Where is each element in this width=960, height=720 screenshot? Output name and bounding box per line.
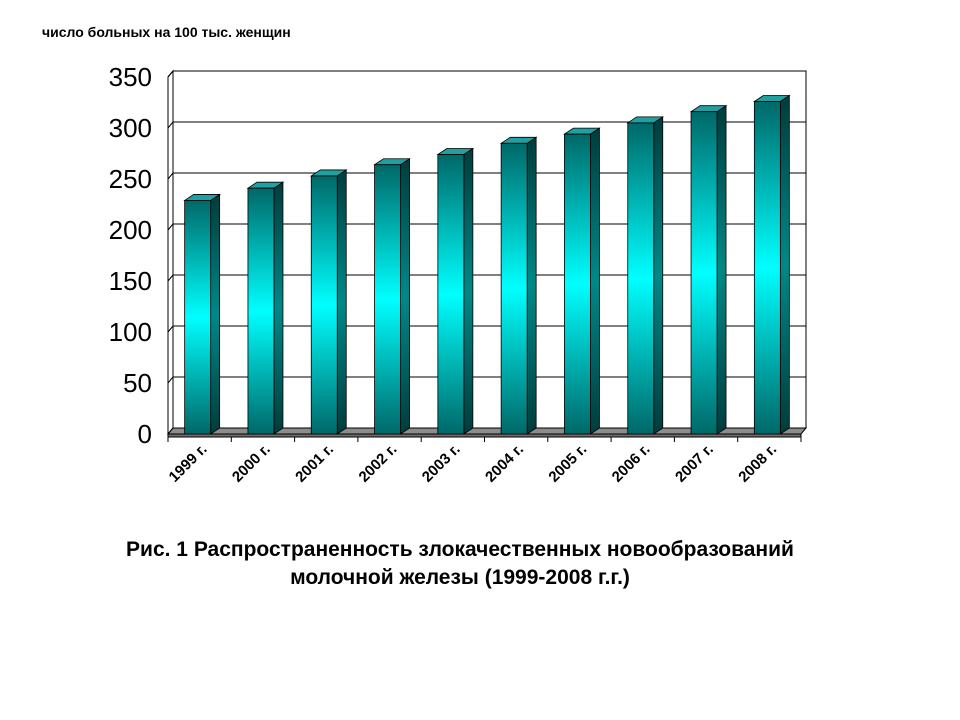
- bar: [689, 104, 728, 435]
- bar-side: [400, 157, 410, 435]
- floor-front: [167, 433, 802, 438]
- bar: [373, 157, 411, 435]
- gridline-side: [167, 223, 174, 231]
- bar-side: [273, 181, 284, 435]
- x-tick-label: 2003 г.: [419, 441, 464, 486]
- bar-front: [627, 122, 655, 435]
- y-tick-label: 350: [109, 62, 152, 92]
- x-tick-label: 2005 г.: [545, 441, 590, 486]
- x-tick-label: 2006 г.: [609, 441, 654, 486]
- bar: [753, 94, 791, 435]
- bar: [626, 116, 665, 435]
- y-tick-label: 50: [123, 368, 152, 398]
- bar-front: [247, 187, 275, 435]
- y-axis-label: число больных на 100 тыс. женщин: [42, 24, 291, 40]
- bar-side: [590, 127, 600, 435]
- y-tick-label: 300: [109, 113, 152, 143]
- bar: [246, 181, 285, 435]
- bar-front: [374, 164, 401, 435]
- bar-side: [653, 116, 664, 435]
- gridline-side: [167, 70, 174, 78]
- bar-side: [210, 193, 221, 435]
- caption-line-2: молочной железы (1999-2008 г.г.): [290, 566, 630, 589]
- x-tick-label: 2004 г.: [482, 441, 527, 486]
- bar-front: [184, 200, 212, 435]
- x-tick-label: 2008 г.: [735, 441, 780, 486]
- y-tick-labels: 0 50 100 150 200 250 300 350: [109, 62, 152, 449]
- x-tick-label: 2002 г.: [356, 441, 401, 486]
- gridline-side: [167, 325, 174, 333]
- bar-front: [690, 111, 718, 435]
- y-tick-label: 150: [109, 266, 152, 296]
- x-tick-label: 1999 г.: [166, 441, 211, 486]
- bar-side: [463, 147, 474, 435]
- bar-front: [437, 154, 465, 435]
- caption-line-1: Рис. 1 Распространенность злокачественны…: [126, 538, 794, 561]
- y-tick-label: 250: [109, 164, 152, 194]
- bar-side: [716, 104, 727, 435]
- bar: [499, 136, 538, 435]
- x-tick-labels: 1999 г. 2000 г. 2001 г. 2002 г. 2003 г. 2004 …: [166, 441, 781, 486]
- bar-side: [336, 169, 347, 435]
- bar-side: [526, 136, 537, 435]
- bar-front: [753, 101, 781, 435]
- gridline-side: [167, 172, 174, 180]
- bar-front: [564, 133, 591, 435]
- x-tick-label: 2007 г.: [672, 441, 717, 486]
- bar-front: [310, 175, 338, 435]
- x-tick-label: 2001 г.: [292, 441, 337, 486]
- y-tick-label: 0: [138, 419, 152, 449]
- bar-front: [500, 142, 528, 435]
- bars: [183, 94, 791, 435]
- bar: [436, 147, 475, 435]
- bar-side: [779, 94, 790, 435]
- x-tick-label: 2000 г.: [229, 441, 274, 486]
- y-tick-label: 200: [109, 215, 152, 245]
- gridline-side: [167, 274, 174, 282]
- gridline-side: [167, 121, 174, 129]
- figure-caption: Рис. 1 Распространенность злокачественны…: [0, 536, 920, 592]
- bar: [309, 169, 348, 435]
- y-tick-label: 100: [109, 317, 152, 347]
- bar-chart: 0 50 100 150 200 250 300 350 1999 г. 2000 г. 2001…: [109, 62, 808, 486]
- bar: [563, 127, 601, 435]
- gridline-side: [167, 376, 174, 384]
- bar: [183, 193, 221, 435]
